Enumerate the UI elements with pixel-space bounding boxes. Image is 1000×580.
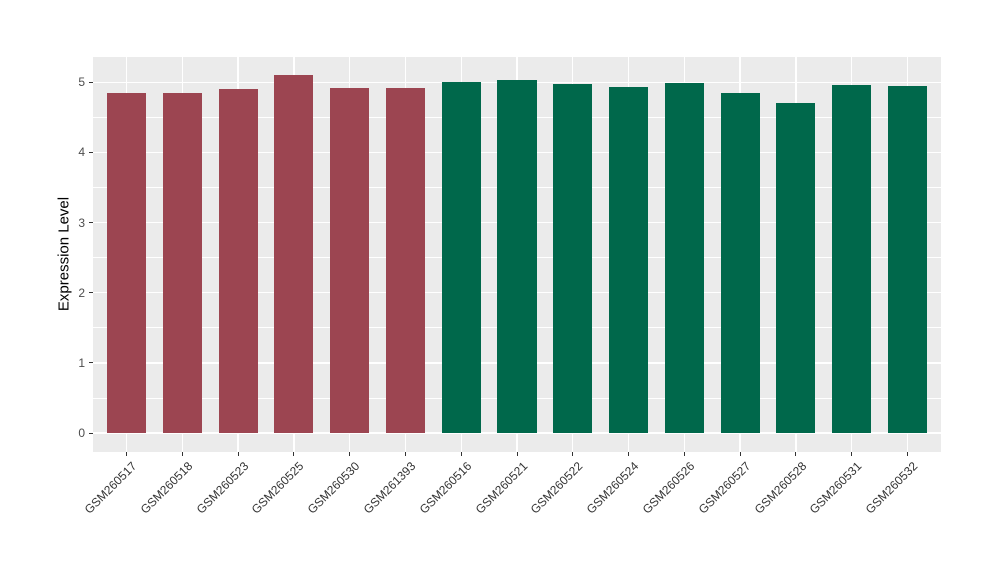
y-tick-mark xyxy=(88,222,93,224)
y-tick-label: 1 xyxy=(78,355,85,370)
major-gridline xyxy=(93,432,941,434)
x-tick-mark xyxy=(572,452,574,456)
x-tick-mark xyxy=(516,452,518,456)
y-tick-mark xyxy=(88,432,93,434)
x-tick-mark xyxy=(851,452,853,456)
y-tick-mark xyxy=(88,292,93,294)
x-tick-mark xyxy=(628,452,630,456)
x-tick-label: GSM260526 xyxy=(639,459,698,517)
x-tick-mark xyxy=(460,452,462,456)
x-tick-mark xyxy=(349,452,351,456)
x-tick-label: GSM260517 xyxy=(81,459,140,517)
x-tick-mark xyxy=(125,452,127,456)
bar-GSM260526 xyxy=(664,82,704,434)
y-tick-mark xyxy=(88,81,93,83)
x-tick-label: GSM260527 xyxy=(695,459,754,517)
x-tick-label: GSM260528 xyxy=(751,459,809,517)
bar-GSM260522 xyxy=(553,84,593,434)
bar-GSM261393 xyxy=(385,87,425,434)
bar-GSM260532 xyxy=(888,86,928,434)
bar-GSM260518 xyxy=(162,92,202,434)
x-tick-label: GSM260522 xyxy=(528,459,586,517)
x-tick-label: GSM260518 xyxy=(137,459,196,517)
y-tick-mark xyxy=(88,151,93,153)
x-tick-label: GSM260532 xyxy=(862,459,921,517)
y-tick-label: 5 xyxy=(78,75,85,90)
x-tick-label: GSM260521 xyxy=(472,459,530,517)
bar-GSM260523 xyxy=(218,88,258,434)
y-tick-label: 3 xyxy=(78,215,85,230)
plot-panel xyxy=(93,57,941,452)
y-tick-label: 2 xyxy=(78,285,85,300)
x-tick-label: GSM260524 xyxy=(583,459,642,517)
x-tick-mark xyxy=(404,452,406,456)
x-tick-label: GSM260530 xyxy=(304,459,363,517)
bar-GSM260517 xyxy=(106,92,146,434)
bar-GSM260524 xyxy=(609,87,649,434)
bar-GSM260530 xyxy=(330,87,370,434)
bar-GSM260527 xyxy=(720,93,760,434)
x-tick-mark xyxy=(237,452,239,456)
x-tick-mark xyxy=(739,452,741,456)
bar-GSM260528 xyxy=(776,103,816,434)
x-tick-label: GSM261393 xyxy=(360,459,419,517)
bar-GSM260516 xyxy=(441,81,481,434)
bar-GSM260525 xyxy=(274,75,314,434)
x-tick-mark xyxy=(181,452,183,456)
x-tick-mark xyxy=(795,452,797,456)
x-tick-label: GSM260525 xyxy=(249,459,307,517)
x-tick-mark xyxy=(683,452,685,456)
bar-GSM260521 xyxy=(497,80,537,434)
y-tick-mark xyxy=(88,362,93,364)
y-tick-label: 4 xyxy=(78,145,85,160)
x-tick-mark xyxy=(293,452,295,456)
x-tick-label: GSM260516 xyxy=(416,459,475,517)
x-tick-label: GSM260523 xyxy=(193,459,251,517)
x-tick-mark xyxy=(907,452,909,456)
x-tick-label: GSM260531 xyxy=(807,459,865,517)
bar-GSM260531 xyxy=(832,85,872,434)
y-tick-label: 0 xyxy=(78,426,85,441)
